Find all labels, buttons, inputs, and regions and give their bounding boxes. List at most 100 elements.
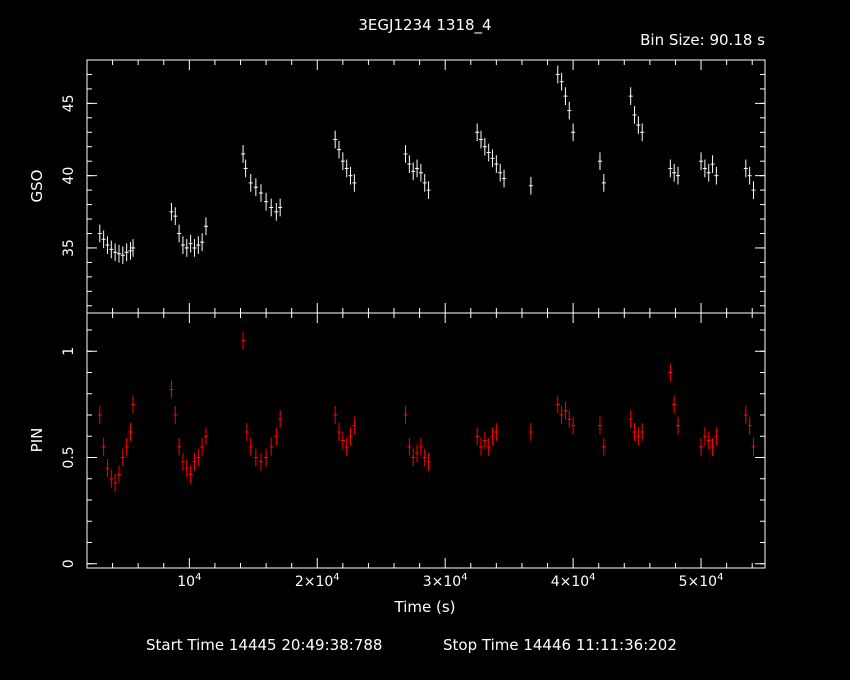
pin-frame xyxy=(86,312,766,569)
gso-data-point xyxy=(241,145,246,163)
pin-data-point xyxy=(253,448,258,467)
pin-data-point xyxy=(101,437,106,456)
gso-data-point xyxy=(169,202,174,221)
pin-data-point xyxy=(415,444,420,463)
gso-data-point xyxy=(411,162,416,181)
gso-data-point xyxy=(101,230,106,249)
pin-data-point xyxy=(269,437,274,456)
gso-data-point xyxy=(248,174,253,192)
pin-data-point xyxy=(200,437,205,456)
gso-data-point xyxy=(502,169,507,188)
pin-data-point xyxy=(601,437,606,456)
pin-data-point xyxy=(482,431,487,450)
pin-data-point xyxy=(120,448,125,467)
pin-data-point xyxy=(184,459,189,478)
gso-data-point xyxy=(180,236,185,254)
gso-data-point xyxy=(113,243,118,262)
pin-data-point xyxy=(333,406,338,424)
pin-data-point xyxy=(706,431,711,450)
gso-data-point xyxy=(340,152,345,171)
xtick-label: 3×104 xyxy=(423,572,468,590)
x-axis-label: Time (s) xyxy=(394,598,456,616)
gso-data-point xyxy=(109,240,114,259)
gso-data-point xyxy=(706,163,711,182)
pin-data-point xyxy=(124,437,129,456)
gso-data-point xyxy=(344,159,349,178)
gso-data-point xyxy=(571,123,576,142)
gso-data-point xyxy=(116,244,121,263)
gso-data-point xyxy=(264,192,269,211)
pin-data-point xyxy=(248,437,253,456)
pin-data-point xyxy=(628,410,633,429)
pin-data-point xyxy=(479,437,484,456)
gso-data-point xyxy=(475,123,480,142)
gso-data-point xyxy=(120,246,125,265)
gso-data-point xyxy=(418,163,423,182)
gso-data-point xyxy=(192,239,197,257)
pin-data-point xyxy=(672,395,677,414)
pin-data-point xyxy=(203,427,208,446)
pin-data-point xyxy=(116,465,121,484)
pin-data-point xyxy=(743,406,748,424)
gso-data-point xyxy=(563,87,568,105)
pin-data-point xyxy=(668,363,673,382)
pin-data-point xyxy=(411,448,416,467)
gso-data-point xyxy=(632,106,637,124)
pin-data-point xyxy=(751,437,756,456)
pin-data-point xyxy=(407,437,412,456)
gso-data-point xyxy=(337,140,342,159)
gso-data-point xyxy=(747,166,752,185)
gso-ytick-label: 45 xyxy=(61,94,77,112)
pin-data-point xyxy=(352,416,357,435)
gso-data-point xyxy=(710,155,715,173)
pin-data-point xyxy=(177,437,182,456)
gso-data-point xyxy=(567,101,572,120)
gso-data-point xyxy=(352,174,357,192)
pin-panel: 0 0.5 1 PIN xyxy=(28,312,766,569)
pin-data-point xyxy=(244,423,249,441)
gso-data-point xyxy=(628,87,633,105)
gso-data-point xyxy=(555,65,560,84)
gso-data-point xyxy=(269,198,274,217)
pin-data-point xyxy=(563,401,568,420)
gso-data-point xyxy=(490,149,495,168)
gso-data-point xyxy=(403,145,408,163)
pin-ylabel: PIN xyxy=(28,428,46,453)
pin-data-point xyxy=(196,448,201,467)
gso-data-point xyxy=(482,137,487,156)
gso-data-point xyxy=(177,224,182,243)
xtick-label: 4×104 xyxy=(551,572,596,590)
pin-data-point xyxy=(528,423,533,441)
pin-data-point xyxy=(426,452,431,471)
gso-data-point xyxy=(528,176,533,195)
pin-data-point xyxy=(97,406,102,424)
gso-data-point xyxy=(486,143,491,162)
gso-data-point xyxy=(743,159,748,178)
xtick-label: 104 xyxy=(177,572,201,590)
pin-data-point xyxy=(567,410,572,429)
pin-data-point xyxy=(105,459,110,478)
pin-data-point xyxy=(714,427,719,446)
pin-data-point xyxy=(344,437,349,456)
pin-data-point xyxy=(274,427,279,446)
gso-data-point xyxy=(200,233,205,252)
pin-ytick-label: 0 xyxy=(61,559,77,568)
gso-data-point xyxy=(124,243,129,262)
gso-data-point xyxy=(498,163,503,182)
pin-data-point xyxy=(632,423,637,441)
pin-data-point xyxy=(486,437,491,456)
pin-data-point xyxy=(494,423,499,441)
xtick-label: 5×104 xyxy=(679,572,724,590)
pin-data-point xyxy=(747,416,752,435)
gso-data-point xyxy=(258,184,263,202)
gso-data-point xyxy=(636,116,641,134)
pin-data-point xyxy=(676,416,681,435)
gso-data-point xyxy=(702,159,707,178)
gso-data-point xyxy=(203,217,208,236)
pin-data-point xyxy=(418,437,423,456)
gso-ytick-label: 40 xyxy=(61,167,77,185)
pin-data-point xyxy=(109,469,114,488)
pin-data-point xyxy=(348,427,353,446)
gso-data-point xyxy=(196,236,201,254)
gso-data-point xyxy=(348,166,353,185)
